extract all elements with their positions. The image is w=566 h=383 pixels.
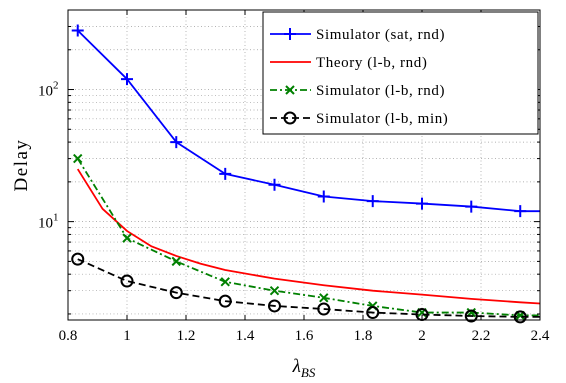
x-tick-label: 1	[123, 328, 131, 344]
y-tick-exponent: 1	[53, 212, 59, 224]
legend-entry-4: Simulator (l-b, min)	[270, 111, 448, 127]
circle-marker	[218, 294, 232, 308]
x-tick-label: 0.8	[59, 328, 78, 344]
x-marker	[171, 256, 181, 267]
x-tick-label: 1.4	[236, 328, 255, 344]
legend-box	[262, 11, 539, 135]
series-4	[71, 252, 540, 324]
x-marker	[73, 153, 83, 164]
x-tick-label: 2.2	[472, 328, 491, 344]
x-tick-label: 2.4	[531, 328, 550, 344]
circle-marker	[169, 286, 183, 300]
y-tick-exponent: 2	[53, 80, 59, 92]
legend-entry-2: Theory (l-b, rnd)	[270, 55, 427, 71]
y-tick-label: 101	[38, 212, 59, 232]
legend: Simulator (sat, rnd) Theory (l-b, rnd) Sim…	[262, 11, 539, 135]
series-layer	[71, 24, 541, 324]
plus-marker	[71, 24, 84, 37]
x-axis-label-subscript: BS	[301, 365, 316, 380]
plus-marker	[268, 178, 281, 191]
series-1	[71, 24, 540, 218]
legend-entry-3: Simulator (l-b, rnd)	[270, 83, 445, 99]
plus-marker	[514, 205, 527, 218]
x-marker	[319, 293, 329, 303]
legend-label: Simulator (l-b, rnd)	[316, 83, 445, 99]
legend-label: Theory (l-b, rnd)	[316, 55, 427, 71]
y-tick-label: 102	[38, 80, 59, 100]
circle-marker	[283, 111, 297, 125]
x-marker	[285, 85, 295, 95]
circle-marker	[513, 310, 527, 324]
x-marker	[269, 285, 280, 296]
circle-marker	[71, 252, 85, 266]
x-tick-label: 1.6	[295, 328, 314, 344]
series-line	[76, 168, 541, 305]
circle-marker	[464, 309, 478, 323]
series-line	[77, 258, 540, 318]
plus-marker	[284, 28, 296, 40]
series-2	[76, 168, 541, 305]
x-tick-label: 1.2	[177, 328, 196, 344]
x-axis-label: λBS	[292, 356, 316, 380]
plus-marker	[366, 195, 379, 208]
x-marker	[220, 277, 230, 287]
x-tick-label: 2	[418, 328, 426, 344]
plus-marker	[121, 73, 133, 86]
x-marker	[122, 233, 132, 243]
y-axis-label: Delay	[11, 139, 32, 192]
legend-label: Simulator (l-b, min)	[316, 111, 448, 127]
series-3	[73, 153, 540, 321]
grid	[68, 10, 540, 320]
circle-marker	[120, 274, 134, 288]
plus-marker	[465, 200, 478, 213]
plus-marker	[219, 167, 232, 180]
legend-label: Simulator (sat, rnd)	[316, 27, 445, 43]
circle-marker	[366, 306, 380, 320]
plus-marker	[170, 136, 183, 149]
x-tick-label: 1.8	[354, 328, 373, 344]
circle-marker	[317, 302, 331, 316]
legend-entry-1: Simulator (sat, rnd)	[270, 27, 445, 43]
plus-marker	[416, 197, 428, 210]
circle-marker	[268, 299, 281, 313]
plus-marker	[317, 190, 330, 203]
